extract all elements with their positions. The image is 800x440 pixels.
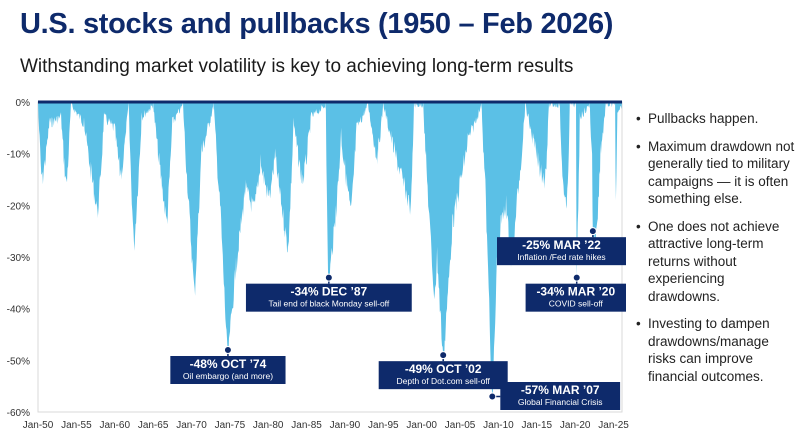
x-tick-label: Jan-60	[99, 420, 130, 431]
x-tick-label: Jan-10	[483, 420, 514, 431]
annotation-marker	[223, 346, 232, 354]
key-point: Maximum drawdown not generally tied to m…	[636, 138, 800, 208]
drawdown-area	[38, 102, 622, 397]
x-tick-label: Jan-55	[61, 420, 92, 431]
annotation-subtitle: Depth of Dot.com sell-off	[396, 376, 490, 386]
x-tick-label: Jan-85	[291, 420, 322, 431]
annotation-marker	[588, 227, 597, 236]
annotation-title: -34% DEC ’87	[290, 285, 367, 299]
x-tick-label: Jan-90	[330, 420, 361, 431]
y-tick-label: -30%	[7, 253, 30, 264]
drawdown-chart: 0% -10% -20% -30% -40% -50% -60%Jan-50 Jan-55 Ja…	[7, 98, 630, 431]
y-tick-label: 0%	[16, 98, 31, 109]
x-tick-label: Jan-15	[522, 420, 553, 431]
key-point: Investing to dampen drawdowns/manage ris…	[636, 315, 800, 385]
x-tick-label: Jan-00	[406, 420, 437, 431]
x-tick-label: Jan-70	[176, 420, 207, 431]
y-tick-label: -60%	[7, 408, 30, 419]
annotation-subtitle: Tail end of black Monday sell-off	[268, 299, 389, 309]
x-tick-label: Jan-95	[368, 420, 399, 431]
annotation-title: -48% OCT ’74	[190, 357, 267, 371]
annotation-box	[497, 237, 626, 266]
annotation-box	[378, 361, 508, 390]
x-tick-label: Jan-65	[138, 420, 169, 431]
key-point: Pullbacks happen.	[636, 110, 800, 128]
chart-title: U.S. stocks and pullbacks (1950 – Feb 20…	[20, 8, 614, 40]
y-tick-label: -20%	[7, 201, 30, 212]
annotation-subtitle: Oil embargo (and more)	[183, 371, 273, 381]
x-tick-label: Jan-75	[215, 420, 246, 431]
annotation-title: -57% MAR ’07	[521, 383, 600, 397]
annotation-box	[525, 283, 626, 312]
y-tick-label: -50%	[7, 356, 30, 367]
y-tick-label: -40%	[7, 305, 30, 316]
key-points-list: Pullbacks happen. Maximum drawdown not g…	[636, 110, 800, 395]
annotation-marker	[324, 273, 333, 282]
annotation-title: -25% MAR ’22	[522, 238, 601, 252]
key-point: One does not achieve attractive long-ter…	[636, 218, 800, 306]
annotation-marker	[439, 351, 448, 360]
x-tick-label: Jan-20	[560, 420, 591, 431]
chart-subtitle: Withstanding market volatility is key to…	[20, 56, 574, 77]
y-tick-label: -10%	[7, 150, 30, 161]
x-tick-label: Jan-80	[253, 420, 284, 431]
x-tick-label: Jan-05	[445, 420, 476, 431]
annotation-subtitle: Global Financial Crisis	[518, 397, 603, 407]
annotation-box	[170, 356, 286, 384]
annotation-marker	[488, 392, 497, 401]
x-tick-label: Jan-25	[598, 420, 629, 431]
annotation-subtitle: COVID sell-off	[549, 299, 604, 309]
x-tick-label: Jan-50	[23, 420, 54, 431]
annotation-box	[500, 382, 621, 410]
annotation-marker	[572, 273, 581, 282]
annotation-title: -49% OCT ’02	[405, 362, 482, 376]
annotation-title: -34% MAR ’20	[536, 285, 615, 299]
annotation-subtitle: Inflation /Fed rate hikes	[517, 252, 605, 262]
annotation-box	[245, 283, 412, 312]
